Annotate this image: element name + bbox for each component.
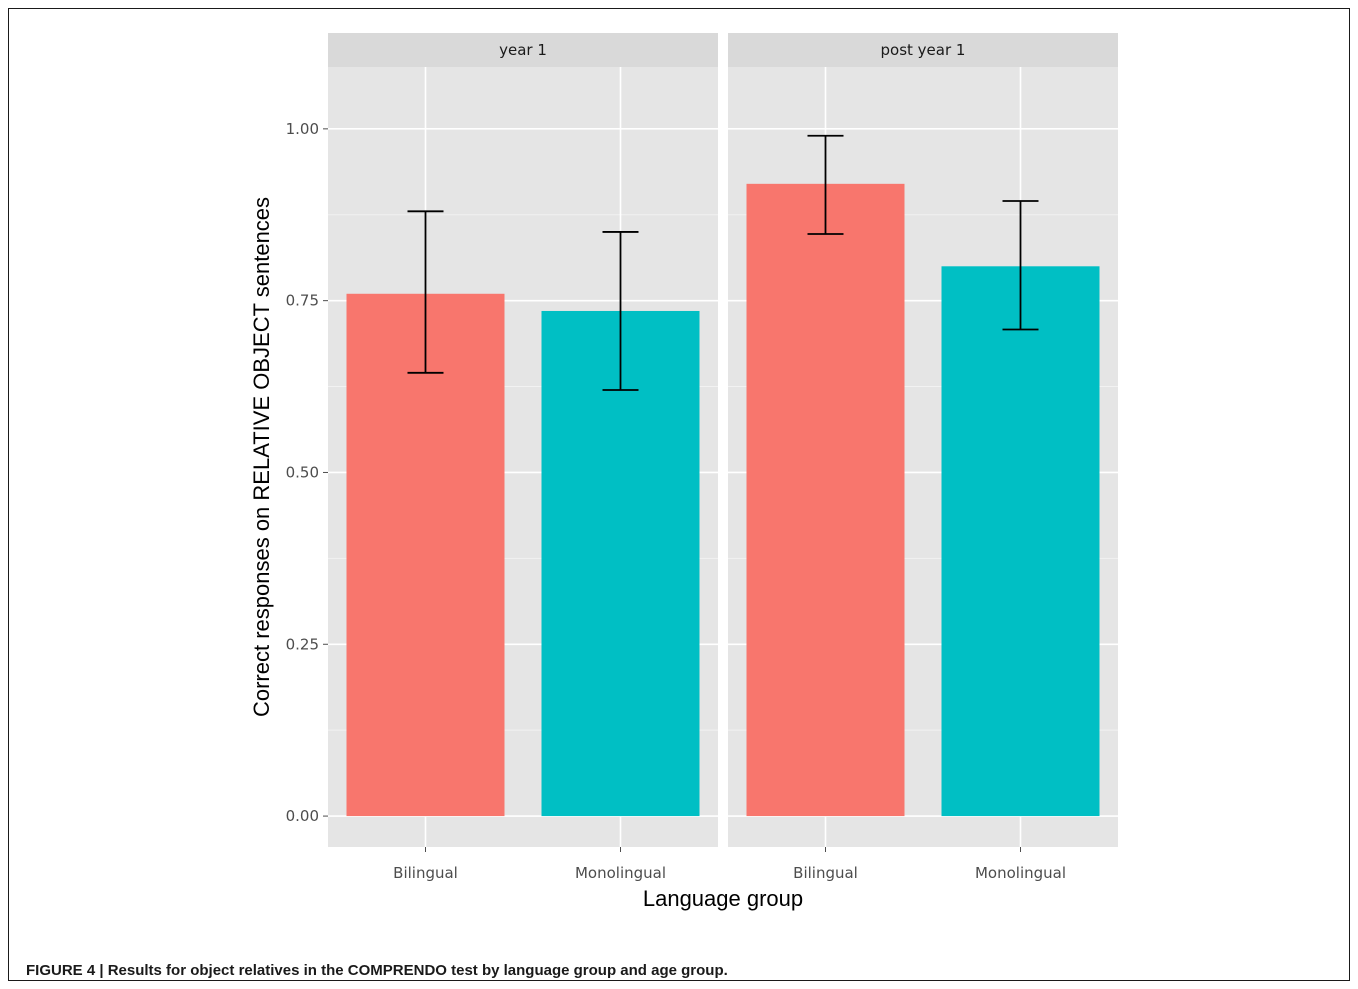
facet-strip [728,33,1118,67]
x-tick-label: Bilingual [793,864,858,882]
figure-frame: year 1 Bilingual Monolingual post year 1 Bil… [8,8,1350,981]
bar-bilingual [746,183,905,817]
y-axis-title: Correct responses on RELATIVE OBJECT sen… [249,197,274,717]
y-tick-label: 1.00 [286,120,319,138]
x-tick-label: Monolingual [975,864,1066,882]
y-tick-label: 0.00 [286,807,319,825]
bar-bilingual [346,293,505,817]
x-tick-label: Monolingual [575,864,666,882]
y-tick-label: 0.75 [286,292,319,310]
figure-caption: FIGURE 4 | Results for object relatives … [26,962,728,979]
facet-strip [328,33,718,67]
x-axis-title: Language group [643,886,803,911]
x-tick-label: Bilingual [393,864,458,882]
y-tick-label: 0.25 [286,635,319,653]
bar-chart: year 1 Bilingual Monolingual post year 1 Bil… [249,33,1118,911]
y-tick-label: 0.50 [286,463,319,481]
bar-monolingual [541,310,700,817]
facet-label: year 1 [499,41,547,59]
bar-monolingual [941,266,1100,817]
facet-label: post year 1 [881,41,966,59]
